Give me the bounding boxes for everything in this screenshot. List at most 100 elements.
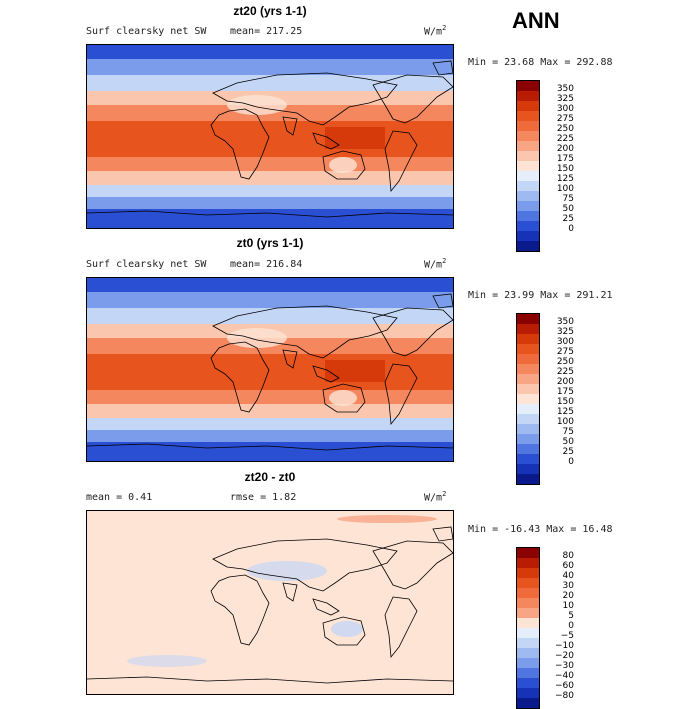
colorbar-swatch [517,628,539,638]
colorbar-tick-label: 125 [556,174,574,184]
colorbar-tick-label: 325 [556,94,574,104]
panel-1-mean: mean= 217.25 [230,26,303,37]
colorbar-tick-label: 275 [556,114,574,124]
colorbar-swatch [517,334,539,344]
colorbar-swatch [517,424,539,434]
panel-1-unit: W/m2 [424,24,447,38]
panel-2-map [86,277,454,462]
panel-3-minmax: Min = -16.43 Max = 16.48 [468,524,613,535]
colorbar-tick-label: −80 [555,691,574,701]
colorbar-tick-label: 150 [556,397,574,407]
colorbar-tick-label: 300 [556,104,574,114]
colorbar-swatch [517,181,539,191]
colorbar-tick-label: 50 [562,204,574,214]
colorbar-tick-label: 30 [562,581,574,591]
colorbar-swatch [517,241,539,251]
panel-1-variable: Surf clearsky net SW [86,26,207,37]
colorbar-tick-label: 225 [556,134,574,144]
colorbar-tick-label: 100 [556,417,574,427]
colorbar-swatch [517,221,539,231]
colorbar-tick-label: 350 [556,84,574,94]
colorbar-swatch [517,598,539,608]
panel-2-colorbar [516,313,540,485]
colorbar-tick-label: 20 [562,591,574,601]
colorbar-tick-label: 250 [556,357,574,367]
colorbar-swatch [517,404,539,414]
colorbar-swatch [517,668,539,678]
colorbar-tick-label: 0 [568,224,574,234]
colorbar-tick-label: 325 [556,327,574,337]
colorbar-swatch [517,688,539,698]
colorbar-swatch [517,81,539,91]
colorbar-tick-label: 225 [556,367,574,377]
colorbar-tick-label: 300 [556,337,574,347]
panel-2-variable: Surf clearsky net SW [86,259,207,270]
colorbar-swatch [517,161,539,171]
panel-3-unit: W/m2 [424,490,447,504]
colorbar-swatch [517,588,539,598]
colorbar-tick-label: 40 [562,571,574,581]
colorbar-tick-label: 250 [556,124,574,134]
colorbar-swatch [517,324,539,334]
panel-1-minmax: Min = 23.68 Max = 292.88 [468,57,613,68]
colorbar-tick-label: 100 [556,184,574,194]
colorbar-swatch [517,151,539,161]
colorbar-swatch [517,618,539,628]
colorbar-swatch [517,171,539,181]
colorbar-swatch [517,474,539,484]
colorbar-swatch [517,444,539,454]
colorbar-swatch [517,608,539,618]
colorbar-swatch [517,201,539,211]
colorbar-swatch [517,394,539,404]
colorbar-swatch [517,364,539,374]
season-label: ANN [512,8,560,33]
panel-3-map [86,510,454,695]
colorbar-tick-label: 175 [556,154,574,164]
colorbar-swatch [517,121,539,131]
colorbar-swatch [517,578,539,588]
colorbar-tick-label: 350 [556,317,574,327]
colorbar-tick-label: 75 [562,427,574,437]
colorbar-swatch [517,414,539,424]
colorbar-tick-label: 50 [562,437,574,447]
colorbar-tick-label: 25 [562,214,574,224]
colorbar-swatch [517,101,539,111]
colorbar-tick-label: −10 [555,641,574,651]
colorbar-swatch [517,558,539,568]
colorbar-tick-label: 80 [562,551,574,561]
panel-1-colorbar [516,80,540,252]
colorbar-swatch [517,131,539,141]
colorbar-swatch [517,191,539,201]
colorbar-tick-label: 60 [562,561,574,571]
colorbar-swatch [517,548,539,558]
colorbar-tick-label: 175 [556,387,574,397]
colorbar-tick-label: 0 [568,457,574,467]
panel-1-map [86,44,454,229]
panel-1-title: zt20 (yrs 1-1) [233,4,307,18]
panel-2-minmax: Min = 23.99 Max = 291.21 [468,290,613,301]
colorbar-swatch [517,231,539,241]
colorbar-swatch [517,354,539,364]
panel-2-unit: W/m2 [424,257,447,271]
colorbar-tick-label: −30 [555,661,574,671]
panel-3-colorbar [516,547,540,709]
colorbar-tick-label: 275 [556,347,574,357]
panel-2-mean: mean= 216.84 [230,259,303,270]
colorbar-swatch [517,111,539,121]
panel-2-title: zt0 (yrs 1-1) [236,236,304,250]
panel-3-rmse: rmse = 1.82 [230,492,297,503]
colorbar-tick-label: 200 [556,377,574,387]
colorbar-tick-label: 200 [556,144,574,154]
colorbar-swatch [517,314,539,324]
colorbar-swatch [517,568,539,578]
colorbar-swatch [517,454,539,464]
colorbar-tick-label: 5 [568,611,574,621]
colorbar-tick-label: 75 [562,194,574,204]
colorbar-tick-label: −40 [555,671,574,681]
colorbar-swatch [517,678,539,688]
colorbar-tick-label: −20 [555,651,574,661]
colorbar-swatch [517,374,539,384]
panel-3-mean: mean = 0.41 [86,492,153,503]
colorbar-tick-label: −60 [555,681,574,691]
colorbar-swatch [517,344,539,354]
